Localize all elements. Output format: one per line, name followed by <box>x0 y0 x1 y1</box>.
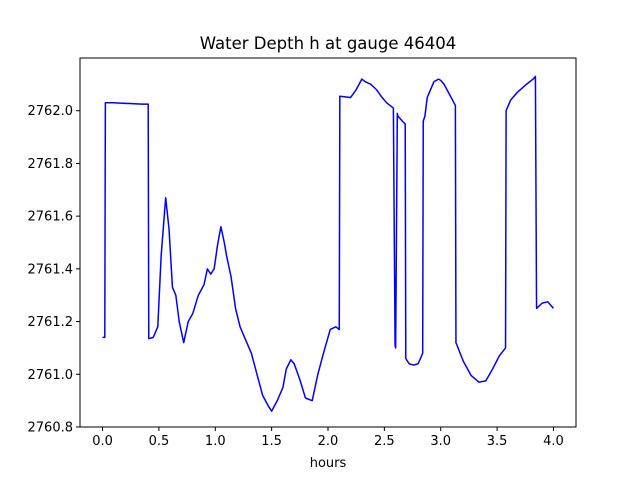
x-tick-label: 1.5 <box>261 434 282 449</box>
y-tick-label: 2761.6 <box>28 210 74 225</box>
y-tick-label: 2762.0 <box>28 104 74 119</box>
y-tick-label: 2761.4 <box>28 262 74 277</box>
x-tick-label: 0.0 <box>92 434 113 449</box>
series-line <box>102 75 555 412</box>
x-tick-label: 3.0 <box>430 434 451 449</box>
x-axis-label: hours <box>310 456 347 471</box>
x-tick-label: 2.0 <box>318 434 339 449</box>
y-tick-label: 2761.0 <box>28 368 74 383</box>
y-axis: 2760.8 2761.0 2761.2 2761.4 2761.6 2761.8 2762… <box>28 104 80 436</box>
chart-title: Water Depth h at gauge 46404 <box>200 34 456 53</box>
y-tick-label: 2760.8 <box>28 421 74 436</box>
x-tick-label: 1.0 <box>205 434 226 449</box>
y-tick-label: 2761.2 <box>28 315 74 330</box>
x-axis: 0.0 0.5 1.0 1.5 2.0 2.5 3.0 3.5 4.0 <box>92 427 564 449</box>
x-tick-label: 2.5 <box>374 434 395 449</box>
x-tick-label: 3.5 <box>487 434 508 449</box>
x-tick-label: 4.0 <box>543 434 564 449</box>
x-tick-label: 0.5 <box>149 434 170 449</box>
y-tick-label: 2761.8 <box>28 157 74 172</box>
